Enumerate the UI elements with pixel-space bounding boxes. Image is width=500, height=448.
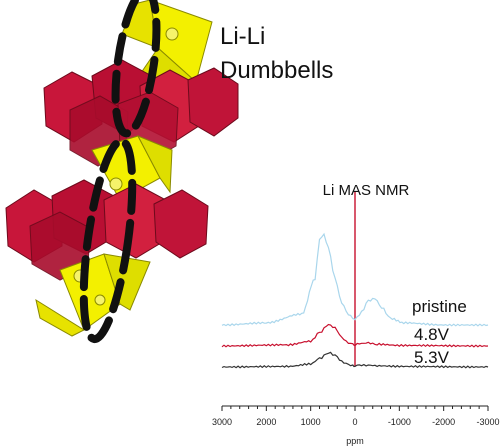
x-tick-label: 1000 <box>301 417 321 427</box>
chart-title: Li MAS NMR <box>323 182 410 199</box>
series-label-pristine: pristine <box>412 297 467 316</box>
series-layer <box>221 232 489 369</box>
series-label-4-8v: 4.8V <box>414 325 450 344</box>
dumbbell-outline <box>111 0 161 138</box>
crystal-structure <box>5 0 239 344</box>
tetrahedron <box>103 253 151 311</box>
annotation-line2: Dumbbells <box>220 57 333 84</box>
x-tick-label: -3000 <box>476 417 499 427</box>
li-atom <box>109 177 123 191</box>
x-tick-label: 3000 <box>212 417 232 427</box>
x-tick-label: -2000 <box>432 417 455 427</box>
tick-layer: 3000 2000 1000 0 -1000 -2000 -3000 <box>212 406 500 427</box>
x-tick-label: 0 <box>352 417 357 427</box>
x-axis-label: ppm <box>346 436 364 446</box>
tetrahedron <box>35 298 86 337</box>
x-tick-label: 2000 <box>256 417 276 427</box>
annotation-line1: Li-Li <box>220 23 265 50</box>
octahedron <box>153 189 209 259</box>
series-line-pristine <box>221 232 489 327</box>
octahedron <box>187 67 239 137</box>
x-tick-label: -1000 <box>388 417 411 427</box>
series-line-5-3v <box>221 351 489 369</box>
dumbbell-outline <box>79 136 137 344</box>
series-line-4-8v <box>221 323 489 348</box>
series-label-5-3v: 5.3V <box>414 348 450 367</box>
nmr-chart: Li MAS NMR pristine 4.8V 5.3V 3000 2000 10… <box>212 182 500 446</box>
li-atom <box>165 27 179 41</box>
li-atom <box>94 294 106 306</box>
tetrahedron <box>136 135 173 194</box>
